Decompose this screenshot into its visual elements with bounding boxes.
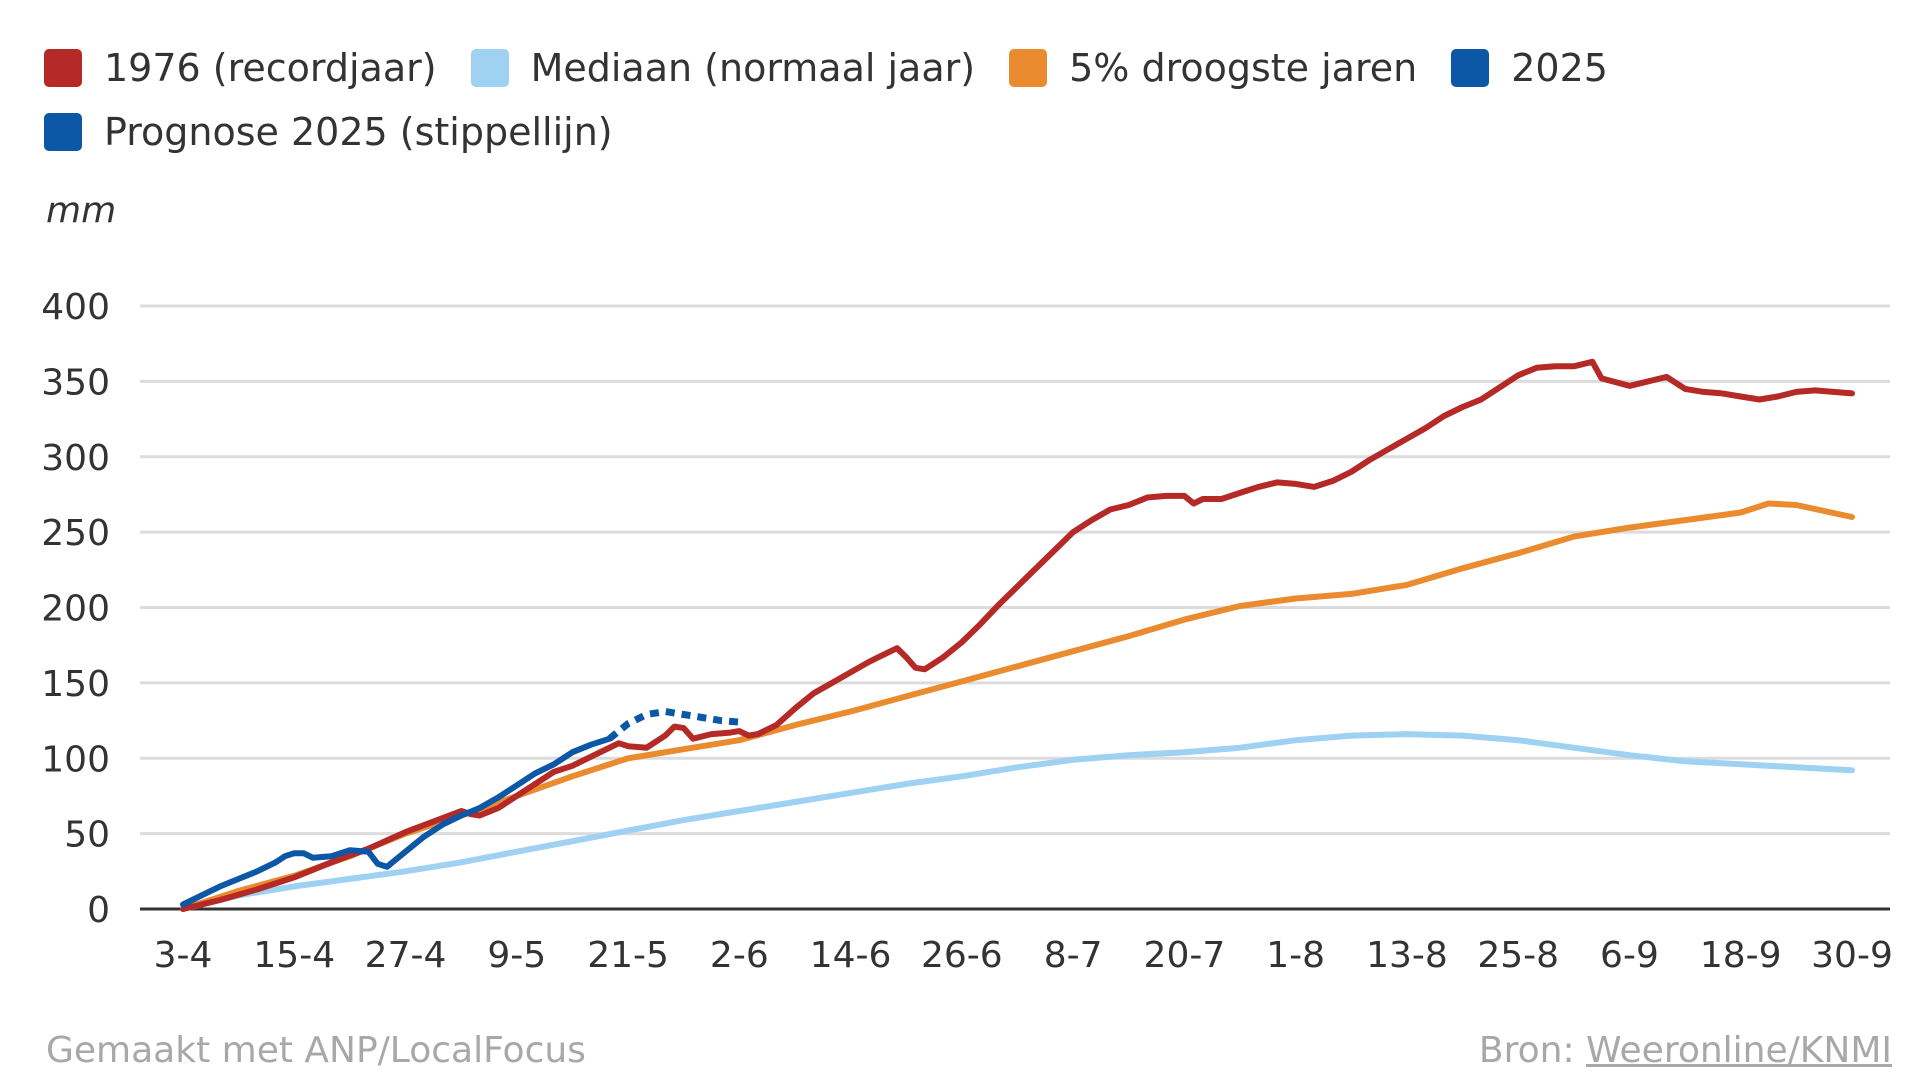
- legend-item-dry5: 5% droogste jaren: [1009, 46, 1417, 90]
- x-tick-label: 2-6: [710, 935, 769, 976]
- x-tick-label: 1-8: [1266, 935, 1325, 976]
- legend-label-dry5: 5% droogste jaren: [1069, 46, 1418, 90]
- series-line-dry5: [180, 500, 1855, 912]
- series-line-s1976: [180, 358, 1855, 912]
- x-tick-label: 9-5: [487, 935, 546, 976]
- y-tick-label: 350: [41, 362, 110, 403]
- series-line-y2025-forecast: [607, 708, 740, 742]
- x-tick-label: 27-4: [365, 935, 447, 976]
- x-tick-label: 14-6: [810, 935, 892, 976]
- legend-label-2025: 2025: [1511, 46, 1608, 90]
- y-tick-label: 400: [41, 287, 110, 328]
- y-tick-label: 150: [41, 664, 110, 705]
- y-tick-label: 250: [41, 513, 110, 554]
- series-line-median: [180, 731, 1855, 912]
- y-tick-labels: 0 50 100 150 200 250 300 350 400: [41, 287, 110, 931]
- x-tick-label: 21-5: [587, 935, 669, 976]
- x-tick-label: 8-7: [1044, 935, 1103, 976]
- legend-label-forecast-2025: Prognose 2025 (stippellijn): [104, 110, 613, 154]
- legend-item-1976: 1976 (recordjaar): [44, 46, 437, 90]
- y-tick-label: 300: [41, 438, 110, 479]
- x-tick-label: 25-8: [1477, 935, 1559, 976]
- y-tick-label: 50: [64, 815, 110, 856]
- legend-swatch-median: [470, 49, 509, 87]
- grid-layer: [140, 304, 1890, 911]
- x-tick-label: 18-9: [1700, 935, 1782, 976]
- series-layer: [180, 358, 1855, 912]
- legend-label-median: Mediaan (normaal jaar): [530, 46, 976, 90]
- x-tick-label: 13-8: [1366, 935, 1448, 976]
- x-tick-label: 3-4: [154, 935, 213, 976]
- y-tick-label: 0: [87, 890, 110, 931]
- source-text: Bron: Weeronline/KNMI: [1479, 1030, 1892, 1071]
- x-tick-label: 30-9: [1811, 935, 1893, 976]
- legend: 1976 (recordjaar) Mediaan (normaal jaar)…: [44, 36, 1844, 164]
- legend-swatch-1976: [44, 49, 82, 87]
- legend-row-1: 1976 (recordjaar) Mediaan (normaal jaar)…: [44, 36, 1844, 100]
- legend-item-forecast-2025: Prognose 2025 (stippellijn): [44, 110, 613, 154]
- series-line-y2025: [180, 735, 613, 908]
- credit-text: Gemaakt met ANP/LocalFocus: [46, 1030, 586, 1071]
- legend-item-2025: 2025: [1451, 46, 1608, 90]
- y-axis-unit-label: mm: [46, 190, 117, 231]
- legend-swatch-2025: [1451, 49, 1490, 87]
- source-prefix: Bron:: [1478, 1030, 1587, 1071]
- source-link[interactable]: Weeronline/KNMI: [1586, 1030, 1892, 1071]
- x-tick-label: 26-6: [921, 935, 1003, 976]
- y-tick-label: 200: [41, 589, 110, 630]
- y-tick-label: 100: [41, 739, 110, 780]
- legend-label-1976: 1976 (recordjaar): [104, 46, 437, 90]
- x-tick-label: 6-9: [1600, 935, 1659, 976]
- legend-row-2: Prognose 2025 (stippellijn): [44, 100, 1844, 164]
- legend-swatch-dry5: [1009, 49, 1048, 87]
- x-tick-labels: 3-4 15-4 27-4 9-5 21-5 2-6 14-6 26-6 8-7 20-7 1-8 1…: [154, 935, 1893, 976]
- x-tick-label: 15-4: [253, 935, 335, 976]
- legend-item-median: Mediaan (normaal jaar): [470, 46, 976, 90]
- x-tick-label: 20-7: [1144, 935, 1226, 976]
- legend-swatch-forecast-2025: [44, 113, 82, 151]
